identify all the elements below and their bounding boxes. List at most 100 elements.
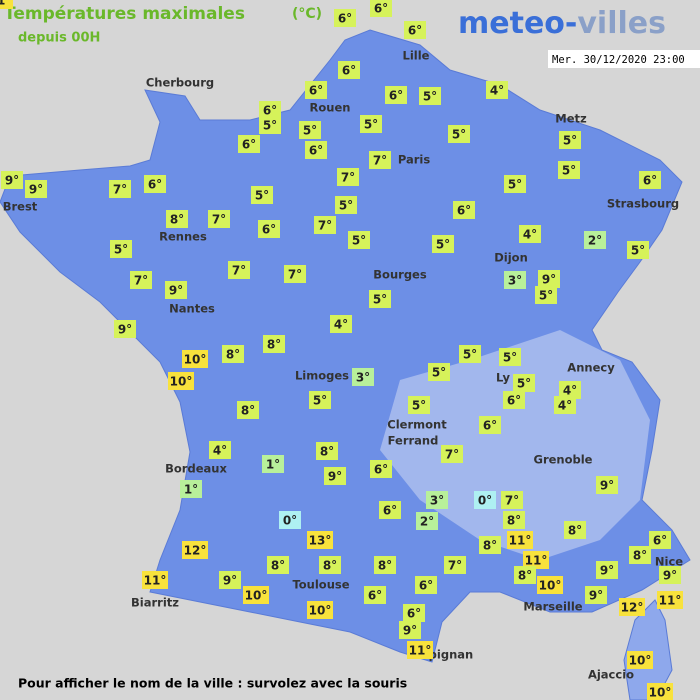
temperature-label: 7° bbox=[113, 183, 127, 197]
city-label: Rouen bbox=[310, 101, 351, 115]
temperature-box bbox=[209, 441, 231, 459]
temperature-box bbox=[514, 566, 536, 584]
temperature-box bbox=[399, 621, 421, 639]
temperature-label: 12° bbox=[184, 544, 207, 558]
temperature-box bbox=[364, 586, 386, 604]
temperature-label: 10° bbox=[629, 654, 652, 668]
city-label: Nantes bbox=[169, 302, 215, 316]
temperature-label: 6° bbox=[507, 394, 521, 408]
temperature-label: 7° bbox=[288, 268, 302, 282]
temperature-label: 5° bbox=[563, 134, 577, 148]
temperature-label: 5° bbox=[313, 394, 327, 408]
temperature-box bbox=[432, 235, 454, 253]
temperature-label: 9° bbox=[600, 479, 614, 493]
temperature-label: 9° bbox=[5, 174, 19, 188]
temperature-label: 6° bbox=[408, 24, 422, 38]
temperature-label: 5° bbox=[412, 399, 426, 413]
temperature-box bbox=[258, 220, 280, 238]
temperature-label: 8° bbox=[507, 514, 521, 528]
temperature-label: 11° bbox=[525, 554, 548, 568]
temperature-label: 8° bbox=[267, 338, 281, 352]
temperature-label: 10° bbox=[245, 589, 268, 603]
temperature-box bbox=[627, 651, 653, 669]
temperature-label: 5° bbox=[631, 244, 645, 258]
temperature-label: 10° bbox=[170, 375, 193, 389]
temperature-box bbox=[657, 591, 683, 609]
temperature-box bbox=[596, 476, 618, 494]
temperature-label: 5° bbox=[352, 234, 366, 248]
temperature-box bbox=[504, 175, 526, 193]
unit: (°C) bbox=[292, 6, 322, 22]
temperature-box bbox=[523, 551, 549, 569]
temperature-box bbox=[299, 121, 321, 139]
temperature-box bbox=[307, 601, 333, 619]
city-label: Ajaccio bbox=[588, 668, 634, 682]
temperature-box bbox=[479, 536, 501, 554]
city-label: Ferrand bbox=[388, 434, 439, 448]
temperature-label: 8° bbox=[320, 445, 334, 459]
city-label: Toulouse bbox=[292, 578, 349, 592]
temperature-box bbox=[237, 401, 259, 419]
temperature-label: 11° bbox=[409, 644, 432, 658]
temperature-box bbox=[404, 21, 426, 39]
temperature-label: 3° bbox=[356, 371, 370, 385]
temperature-label: 6° bbox=[309, 144, 323, 158]
temperature-box bbox=[507, 531, 533, 549]
temperature-box bbox=[538, 270, 560, 288]
city-label: Brest bbox=[3, 200, 38, 214]
temperature-box bbox=[444, 556, 466, 574]
logo: meteo-villes bbox=[458, 6, 666, 41]
temperature-box bbox=[165, 281, 187, 299]
temperature-box bbox=[348, 231, 370, 249]
title: Températures maximales bbox=[4, 4, 245, 24]
temperature-label: 7° bbox=[505, 494, 519, 508]
temperature-label: 1° bbox=[184, 483, 198, 497]
temperature-label: 7° bbox=[341, 171, 355, 185]
temperature-label: 6° bbox=[374, 2, 388, 16]
temperature-box bbox=[448, 125, 470, 143]
temperature-box bbox=[474, 491, 496, 509]
temperature-label: 5° bbox=[452, 128, 466, 142]
city-label: Rennes bbox=[159, 230, 207, 244]
temperature-label: 4° bbox=[490, 84, 504, 98]
temperature-label: 9° bbox=[328, 470, 342, 484]
temperature-box bbox=[259, 116, 281, 134]
temperature-box bbox=[419, 87, 441, 105]
temperature-box bbox=[262, 455, 284, 473]
temperature-label: 3° bbox=[508, 274, 522, 288]
logo-part: villes bbox=[577, 6, 666, 41]
city-label: Annecy bbox=[567, 361, 615, 375]
timestamp: Mer. 30/12/2020 23:00 bbox=[552, 54, 685, 66]
temperature-label: 11° bbox=[0, 0, 11, 8]
temperature-box bbox=[142, 571, 168, 589]
timestamp-box bbox=[548, 50, 700, 68]
city-label: Biarritz bbox=[131, 596, 179, 610]
temperature-label: 7° bbox=[232, 264, 246, 278]
temperature-label: 7° bbox=[134, 274, 148, 288]
temperature-box bbox=[337, 168, 359, 186]
temperature-label: 10° bbox=[649, 686, 672, 700]
temperature-box bbox=[519, 225, 541, 243]
city-label: Marseille bbox=[523, 600, 582, 614]
temperature-label: 0° bbox=[478, 494, 492, 508]
temperature-box bbox=[499, 348, 521, 366]
temperature-label: 9° bbox=[542, 273, 556, 287]
temperature-label: 6° bbox=[374, 463, 388, 477]
temperature-label: 8° bbox=[170, 213, 184, 227]
temperature-label: 8° bbox=[633, 549, 647, 563]
temperature-label: 9° bbox=[118, 323, 132, 337]
temperature-label: 6° bbox=[342, 64, 356, 78]
temperature-box bbox=[307, 531, 333, 549]
city-label: Strasbourg bbox=[607, 197, 679, 211]
temperature-label: 5° bbox=[263, 119, 277, 133]
temperature-label: 6° bbox=[457, 204, 471, 218]
temperature-box bbox=[374, 556, 396, 574]
temperature-box bbox=[335, 196, 357, 214]
temperature-label: 2° bbox=[420, 515, 434, 529]
temperature-box bbox=[259, 101, 281, 119]
temperature-box bbox=[453, 201, 475, 219]
temperature-label: 6° bbox=[383, 504, 397, 518]
temperature-box bbox=[503, 391, 525, 409]
temperature-box bbox=[428, 363, 450, 381]
